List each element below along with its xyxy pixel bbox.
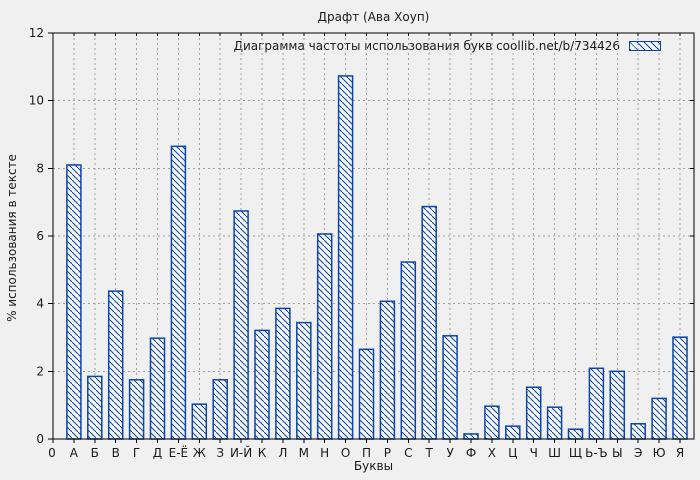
bar-Н xyxy=(316,233,333,440)
x-tick-label: Ц xyxy=(508,446,517,460)
x-tick-label: Т xyxy=(425,446,434,460)
bar-Ф xyxy=(463,433,479,440)
y-tick-label: 4 xyxy=(36,297,44,311)
x-tick-label: Ь-Ъ xyxy=(585,446,608,460)
bar-Л xyxy=(275,307,291,440)
x-tick-label: Ю xyxy=(653,446,666,460)
x-tick-label: М xyxy=(299,446,309,460)
bar-Г xyxy=(128,379,145,440)
x-tick-label: З xyxy=(216,446,224,460)
bar-Б xyxy=(87,375,103,440)
y-tick-label: 2 xyxy=(36,364,44,378)
bar-Д xyxy=(149,337,166,440)
x-tick-label: Р xyxy=(384,446,391,460)
y-tick-label: 10 xyxy=(29,94,44,108)
x-tick-label: П xyxy=(362,446,371,460)
x-tick-label: Я xyxy=(676,446,684,460)
bar-Р xyxy=(379,300,396,440)
x-tick-label: Е-Ё xyxy=(169,445,189,460)
legend-label: Диаграмма частоты использования букв coo… xyxy=(233,39,620,53)
x-tick-label: Ж xyxy=(193,446,206,460)
bar-У xyxy=(442,335,458,440)
bar-Е-Ё xyxy=(170,145,187,440)
bar-М xyxy=(296,321,312,440)
x-tick-label: В xyxy=(112,446,120,460)
x-tick-label: И-Й xyxy=(230,445,252,460)
x-origin-label: 0 xyxy=(48,446,56,460)
bar-Ц xyxy=(505,425,521,440)
x-tick-label: О xyxy=(341,446,350,460)
x-tick-label: К xyxy=(258,446,267,460)
bar-Т xyxy=(421,205,437,440)
y-tick-label: 12 xyxy=(29,26,44,40)
bar-Ж xyxy=(191,403,208,440)
bar-В xyxy=(107,290,124,440)
bar-Я xyxy=(672,336,688,440)
y-tick-label: 0 xyxy=(36,432,44,446)
x-axis-title: Буквы xyxy=(353,459,394,473)
bar-Ь-Ъ xyxy=(588,367,605,440)
bar-Ш xyxy=(546,406,563,440)
x-tick-label: С xyxy=(404,446,412,460)
x-tick-label: Ч xyxy=(530,446,538,460)
x-tick-label: Э xyxy=(634,446,642,460)
bar-З xyxy=(212,379,228,440)
x-tick-label: Щ xyxy=(569,446,582,460)
bar-Э xyxy=(630,423,646,440)
bar-С xyxy=(400,261,417,440)
bar-Х xyxy=(484,405,500,440)
y-tick-label: 6 xyxy=(36,229,44,243)
x-tick-label: Д xyxy=(153,446,162,460)
chart-title: Драфт (Ава Хоуп) xyxy=(317,10,430,24)
x-tick-label: Н xyxy=(320,446,329,460)
bar-Ч xyxy=(525,386,542,440)
bar-О xyxy=(337,75,354,440)
bar-А xyxy=(66,164,82,440)
bar-Ы xyxy=(609,370,626,440)
x-tick-label: Ф xyxy=(466,446,476,460)
x-tick-label: У xyxy=(446,446,454,460)
x-tick-label: Ы xyxy=(612,446,623,460)
x-tick-label: Б xyxy=(91,446,99,460)
bar-П xyxy=(358,348,375,440)
x-tick-label: Г xyxy=(133,446,140,460)
y-tick-label: 8 xyxy=(36,161,44,175)
x-tick-label: Ш xyxy=(548,446,561,460)
x-tick-label: Х xyxy=(488,446,496,460)
bar-К xyxy=(254,329,270,440)
legend: Диаграмма частоты использования букв coo… xyxy=(234,39,661,53)
x-tick-label: А xyxy=(70,446,79,460)
x-tick-label: Л xyxy=(278,446,287,460)
bar-Щ xyxy=(567,428,584,440)
legend-swatch xyxy=(629,41,661,51)
bar-И-Й xyxy=(233,210,249,440)
bar-Ю xyxy=(651,397,667,440)
